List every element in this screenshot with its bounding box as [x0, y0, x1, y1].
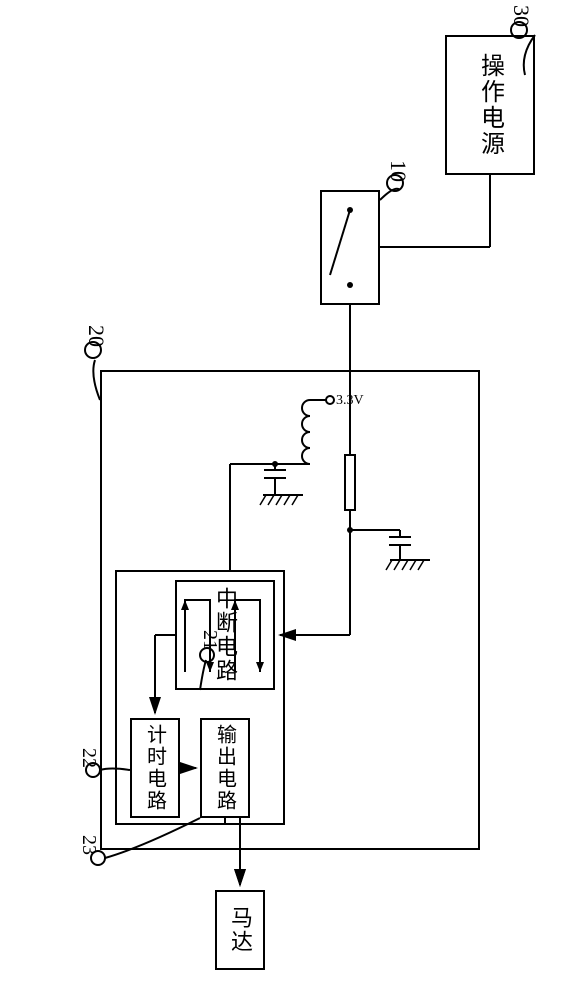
interrupt-block: 中断电路 [175, 580, 275, 690]
timer-label: 计时电路 [141, 724, 170, 812]
voltage-label: 3.3V [336, 393, 364, 409]
power-label: 操作电源 [473, 53, 508, 157]
power-block: 操作电源 [445, 35, 535, 175]
switch-block [320, 190, 380, 305]
ref-22: 22 [77, 748, 100, 768]
ref-30: 30 [508, 5, 534, 27]
ref-10: 10 [385, 160, 411, 182]
output-label: 输出电路 [211, 724, 240, 812]
ref-20: 20 [83, 325, 109, 347]
ref-23: 23 [77, 835, 100, 855]
motor-block: 马达 [215, 890, 265, 970]
ref-21: 21 [198, 630, 221, 650]
output-block: 输出电路 [200, 718, 250, 818]
timer-block: 计时电路 [130, 718, 180, 818]
motor-label: 马达 [224, 906, 256, 954]
